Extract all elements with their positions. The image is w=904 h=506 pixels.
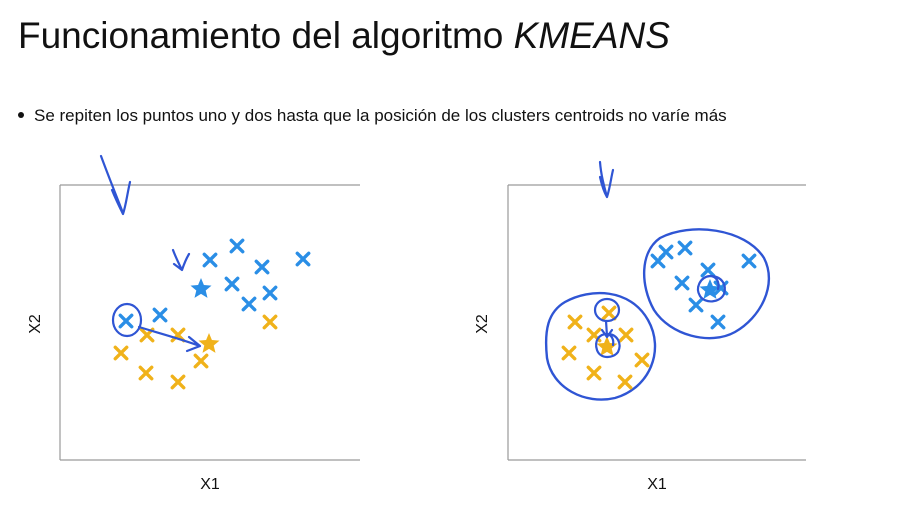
small-arrow-icon: [171, 248, 191, 272]
plot-left-axes: [59, 184, 360, 461]
centroid-star-orange: [596, 336, 618, 356]
data-point-blue: [241, 296, 257, 312]
plot-right-y-label: X2: [474, 314, 491, 334]
plot-left: X1 X2: [27, 154, 360, 493]
data-point-blue: [118, 313, 134, 329]
slide-title-text: Funcionamiento del algoritmo: [18, 15, 514, 56]
circled-point-icon: [111, 302, 143, 338]
bullet-text: Se repiten los puntos uno y dos hasta qu…: [34, 106, 727, 125]
plot-left-x-label: X1: [200, 476, 220, 493]
data-point-blue: [674, 275, 690, 291]
data-point-blue: [710, 314, 726, 330]
data-point-blue: [229, 238, 245, 254]
data-point-blue: [262, 285, 278, 301]
slide-title-emphasis: KMEANS: [513, 15, 670, 56]
data-point-orange: [113, 345, 129, 361]
cluster-boundary-orange: [544, 291, 657, 401]
data-point-blue: [688, 297, 704, 313]
plot-left-y-label: X2: [27, 314, 44, 334]
data-point-blue: [152, 307, 168, 323]
centroid-star-blue: [190, 278, 212, 298]
data-point-blue: [677, 240, 693, 256]
data-point-orange: [193, 353, 209, 369]
data-point-orange: [618, 327, 634, 343]
plot-left-blue-points: [118, 238, 311, 329]
plot-right-x-label: X1: [647, 476, 667, 493]
cluster-boundary-blue: [643, 228, 770, 340]
big-arrow-icon: [99, 154, 132, 216]
bullet-dot-icon: [18, 112, 24, 119]
data-point-orange: [170, 374, 186, 390]
pointer-arrow-icon: [598, 160, 615, 199]
plot-right-annotations: [593, 160, 726, 359]
data-point-orange: [262, 314, 278, 330]
move-arrow-icon: [137, 325, 202, 353]
circled-centroid-orange-icon: [595, 332, 621, 359]
centroid-star-orange: [198, 333, 220, 353]
centroid-star-blue: [699, 279, 721, 299]
plot-right-blue-points: [650, 240, 757, 330]
bullet-point: Se repiten los puntos uno y dos hasta qu…: [18, 104, 727, 128]
move-arrow-icon: [600, 319, 614, 339]
plot-right-axes: [507, 184, 806, 461]
data-point-blue: [254, 259, 270, 275]
data-point-blue: [295, 251, 311, 267]
data-point-blue: [650, 253, 666, 269]
data-point-orange: [138, 365, 154, 381]
data-point-blue: [224, 276, 240, 292]
data-point-orange: [586, 365, 602, 381]
data-point-orange: [561, 345, 577, 361]
data-point-orange: [567, 314, 583, 330]
plot-right-cluster-boundaries: [544, 228, 770, 401]
data-point-orange: [601, 305, 617, 321]
data-point-blue: [741, 253, 757, 269]
data-point-blue: [202, 252, 218, 268]
data-point-orange: [617, 374, 633, 390]
data-point-blue: [700, 262, 716, 278]
plot-left-annotations: [99, 154, 202, 353]
plot-right: X1 X2: [474, 160, 806, 493]
circled-centroid-blue-icon: [696, 274, 726, 303]
data-point-orange: [634, 352, 650, 368]
slide-title: Funcionamiento del algoritmo KMEANS: [18, 14, 670, 58]
